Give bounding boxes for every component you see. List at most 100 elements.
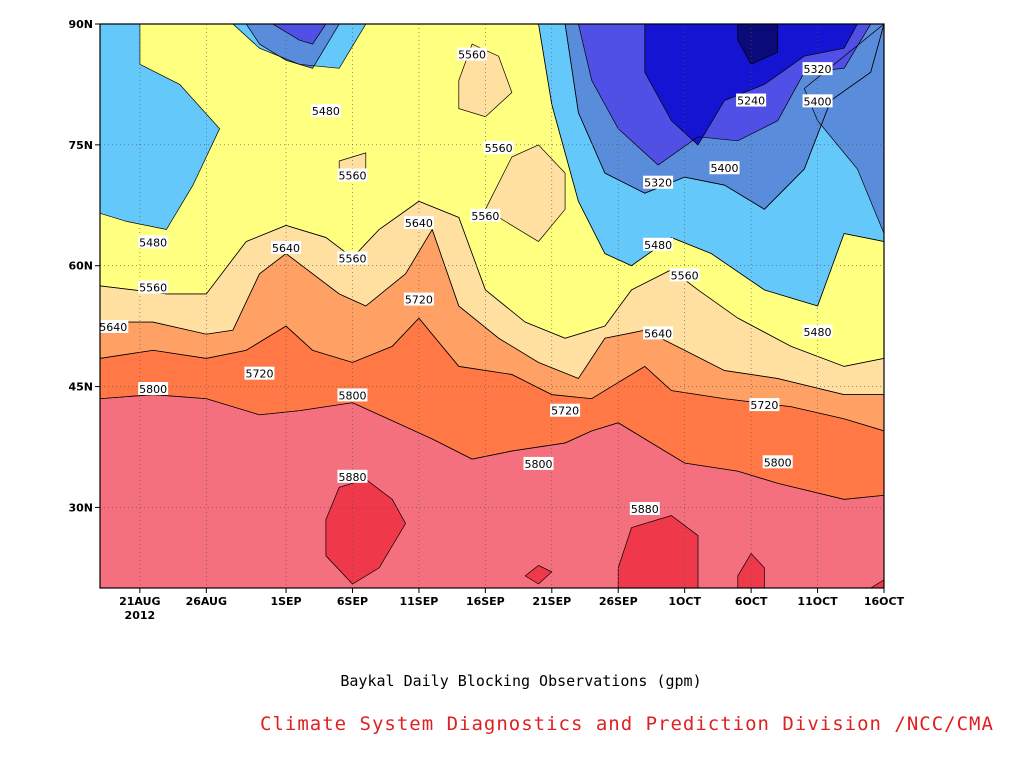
contour-label: 5800 xyxy=(139,383,167,396)
contour-label: 5480 xyxy=(644,239,672,252)
contour-label-box xyxy=(762,455,793,469)
x-tick-label: 21SEP xyxy=(532,595,571,608)
contour-band-below-5240 xyxy=(737,24,778,65)
contour-label: 5480 xyxy=(804,326,832,339)
contour-label-box xyxy=(629,502,660,516)
contour-label: 5880 xyxy=(631,503,659,516)
contour-label: 5560 xyxy=(471,210,499,223)
contour-label: 5480 xyxy=(139,236,167,249)
contour-band-5640-5720 xyxy=(339,152,366,174)
contour-line xyxy=(458,43,513,118)
contour-label: 5800 xyxy=(525,458,553,471)
contour-label-box xyxy=(523,456,554,470)
contour-line xyxy=(325,478,407,585)
contour-label-box xyxy=(643,175,674,189)
chart-title: Baykal Daily Blocking Observations (gpm) xyxy=(340,672,702,690)
y-tick-label: 90N xyxy=(68,18,93,31)
y-tick-label: 30N xyxy=(68,501,93,514)
contour-label: 5560 xyxy=(139,281,167,294)
contour-band-5400-5480 xyxy=(804,24,884,234)
contour-line xyxy=(232,24,367,69)
contour-label-box xyxy=(802,94,833,108)
contour-label: 5800 xyxy=(338,389,366,402)
contour-bands xyxy=(100,24,884,588)
contour-label: 5640 xyxy=(644,327,672,340)
contour-label: 5560 xyxy=(671,269,699,282)
contour-label: 5800 xyxy=(764,456,792,469)
x-tick-label: 11OCT xyxy=(797,595,838,608)
contour-band-above-5960 xyxy=(525,565,552,584)
x-tick-label: 16OCT xyxy=(864,595,905,608)
contour-label-box xyxy=(403,216,434,230)
contour-label: 5880 xyxy=(338,471,366,484)
contour-label: 5320 xyxy=(804,63,832,76)
plot-frame xyxy=(99,23,885,589)
x-tick-label: 26SEP xyxy=(599,595,638,608)
x-tick-label: 21AUG xyxy=(119,595,160,608)
contour-line xyxy=(737,552,765,588)
contour-label-box xyxy=(802,324,833,338)
contour-line xyxy=(644,24,858,146)
contour-band-5480-5560 xyxy=(100,24,220,230)
x-tick-label: 11SEP xyxy=(400,595,439,608)
x-tick-label: 6SEP xyxy=(337,595,368,608)
x-tick-label: 6OCT xyxy=(735,595,768,608)
contour-band-5720-5800 xyxy=(100,229,884,431)
contour-label-box xyxy=(457,47,488,61)
contour-line xyxy=(245,24,340,69)
credit-text: Climate System Diagnostics and Predictio… xyxy=(260,713,994,735)
y-tick-label: 45N xyxy=(68,381,93,394)
contour-band-5480-5560 xyxy=(100,24,884,306)
contour-label: 5640 xyxy=(99,321,127,334)
contour-label: 5400 xyxy=(804,95,832,108)
contour-label-box xyxy=(643,326,674,340)
contour-band-5640-5720 xyxy=(485,144,566,242)
contour-label: 5640 xyxy=(272,242,300,255)
x-tick-label: 26AUG xyxy=(186,595,227,608)
contour-label: 5720 xyxy=(405,294,433,307)
x-tick-label: 1OCT xyxy=(668,595,701,608)
contour-label-box xyxy=(138,381,169,395)
contour-line xyxy=(524,564,553,585)
contour-label: 5560 xyxy=(485,142,513,155)
contour-label-box xyxy=(643,237,674,251)
contour-label: 5320 xyxy=(644,177,672,190)
contour-label-box xyxy=(709,161,740,175)
contour-line xyxy=(564,24,884,210)
contour-label: 5560 xyxy=(458,49,486,62)
contour-line xyxy=(870,579,884,588)
contour-band-5800-5880 xyxy=(100,318,884,500)
contour-label-box xyxy=(310,104,341,118)
contour-line xyxy=(578,24,872,166)
contour-label-box xyxy=(138,235,169,249)
contour-band-above-5960 xyxy=(618,515,698,588)
contour-label-box xyxy=(483,141,514,155)
contour-line xyxy=(737,24,779,65)
contour-label: 5560 xyxy=(338,169,366,182)
contour-line xyxy=(484,144,566,242)
contour-labels: 5560 5480 5560 5560 5560 5640 5640 5560 5720 5480… xyxy=(98,47,833,516)
contour-line xyxy=(272,24,327,45)
contour-label: 5480 xyxy=(312,105,340,118)
contour-band-above-5960 xyxy=(737,553,765,588)
contour-label-box xyxy=(138,280,169,294)
contour-label-box xyxy=(337,469,368,483)
contour-label-box xyxy=(244,366,275,380)
contour-label: 5560 xyxy=(338,252,366,265)
contour-label-box xyxy=(669,268,700,282)
contour-label-box xyxy=(98,319,129,333)
contour-line xyxy=(617,515,699,588)
contour-label-box xyxy=(736,93,767,107)
contour-line xyxy=(803,24,884,234)
contour-band-above-5960 xyxy=(325,479,406,584)
contour-label: 5720 xyxy=(750,399,778,412)
contour-label-box xyxy=(470,208,501,222)
contour-label-box xyxy=(403,292,434,306)
contour-label: 5240 xyxy=(737,95,765,108)
contour-label: 5720 xyxy=(245,368,273,381)
contour-label-box xyxy=(271,240,302,254)
x-tick-label: 16SEP xyxy=(466,595,505,608)
contour-label: 5720 xyxy=(551,405,579,418)
contour-band-5320-5400 xyxy=(272,24,326,45)
